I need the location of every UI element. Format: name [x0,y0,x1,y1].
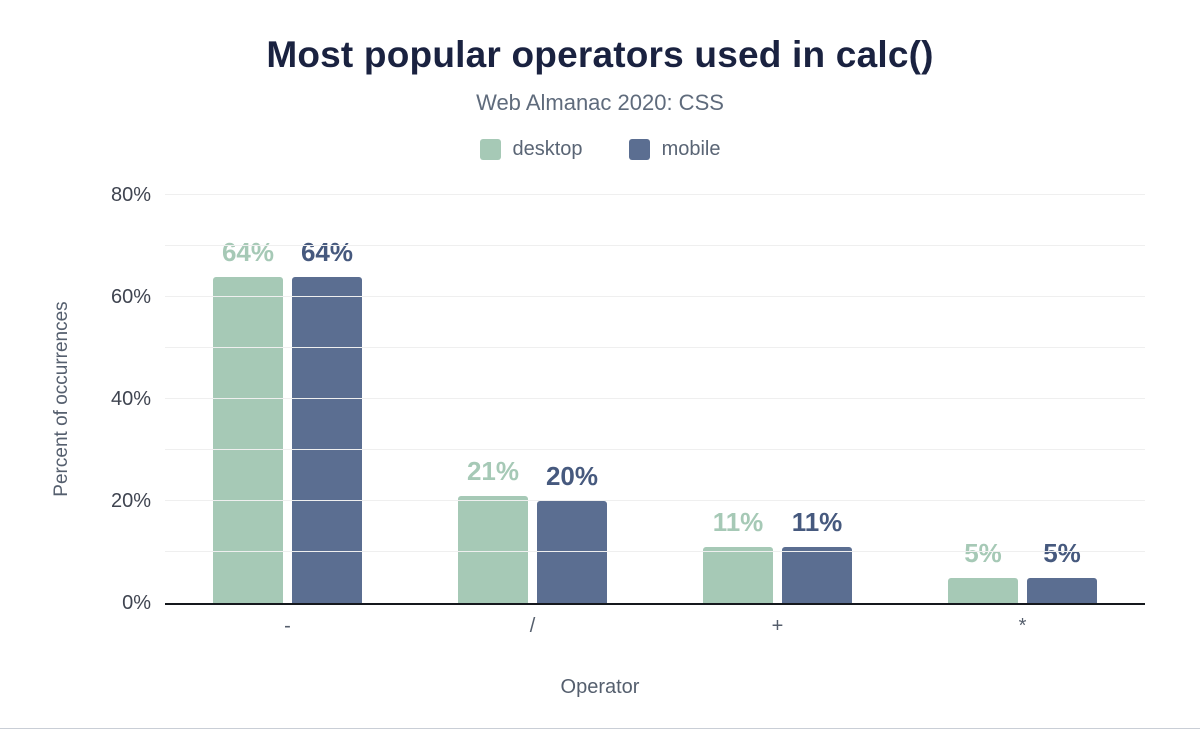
bar-value-label: 11% [791,506,843,537]
bar-holder: 11% [703,195,773,603]
y-axis-title: Percent of occurrences [51,301,72,497]
bar-group: 64% 64% [165,195,410,603]
legend: desktop mobile [0,138,1200,161]
bar-mobile-0[interactable] [292,276,362,603]
plot-area: Percent of occurrences 64% 64% 21% 20% 11% 11… [51,185,1145,613]
bar-group: 5% 5% [900,195,1145,603]
gridline [165,296,1145,297]
gridline [165,500,1145,501]
legend-label: desktop [512,138,583,160]
chart-subtitle: Web Almanac 2020: CSS [476,90,724,115]
bar-holder: 11% [782,195,852,603]
legend-swatch-mobile [628,139,650,160]
bar-group: 11% 11% [655,195,900,603]
gridline [165,398,1145,399]
x-category-label: - [284,615,291,637]
gridline [165,449,1145,450]
bar-desktop-1[interactable] [458,495,528,603]
y-tick-label: 60% [110,286,151,308]
bar-value-label: 5% [964,537,1002,568]
x-category-label: + [771,615,784,637]
bar-group: 21% 20% [410,195,655,603]
bar-holder: 20% [537,195,607,603]
bar-mobile-1[interactable] [537,501,607,603]
bar-holder: 64% [213,195,283,603]
bar-groups: 64% 64% 21% 20% 11% 11% 5% 5% [165,195,1145,603]
legend-swatch-desktop [479,139,501,160]
bar-desktop-2[interactable] [703,546,773,603]
legend-label: mobile [661,138,721,160]
bar-holder: 5% [948,195,1018,603]
x-category-label: / [529,615,536,637]
y-tick-label: 80% [110,184,151,206]
y-tick-label: 40% [110,388,151,410]
x-category-label: * [1018,615,1027,637]
legend-item-mobile[interactable]: mobile [628,138,721,161]
bar-mobile-2[interactable] [782,546,852,603]
footer-divider [0,728,1200,729]
legend-item-desktop[interactable]: desktop [479,138,583,161]
x-axis-category-labels: - / + * [165,615,1145,638]
bar-value-label: 20% [545,461,599,491]
gridline [165,347,1145,348]
x-axis-title: Operator [560,676,640,698]
bar-value-label: 11% [712,506,764,537]
y-tick-label: 20% [110,490,151,512]
bar-value-label: 21% [466,455,520,486]
bar-holder: 5% [1027,195,1097,603]
chart-title: Most popular operators used in calc() [266,34,934,75]
bar-value-label: 64% [300,236,354,267]
gridline [165,245,1145,246]
gridline [165,551,1145,552]
bar-mobile-3[interactable] [1027,577,1097,603]
bar-holder: 64% [292,195,362,603]
gridline [165,194,1145,195]
y-tick-label: 0% [122,592,151,614]
bar-desktop-3[interactable] [948,577,1018,603]
bar-value-label: 64% [221,236,275,267]
bar-holder: 21% [458,195,528,603]
bar-desktop-0[interactable] [213,276,283,603]
bar-value-label: 5% [1043,537,1081,568]
